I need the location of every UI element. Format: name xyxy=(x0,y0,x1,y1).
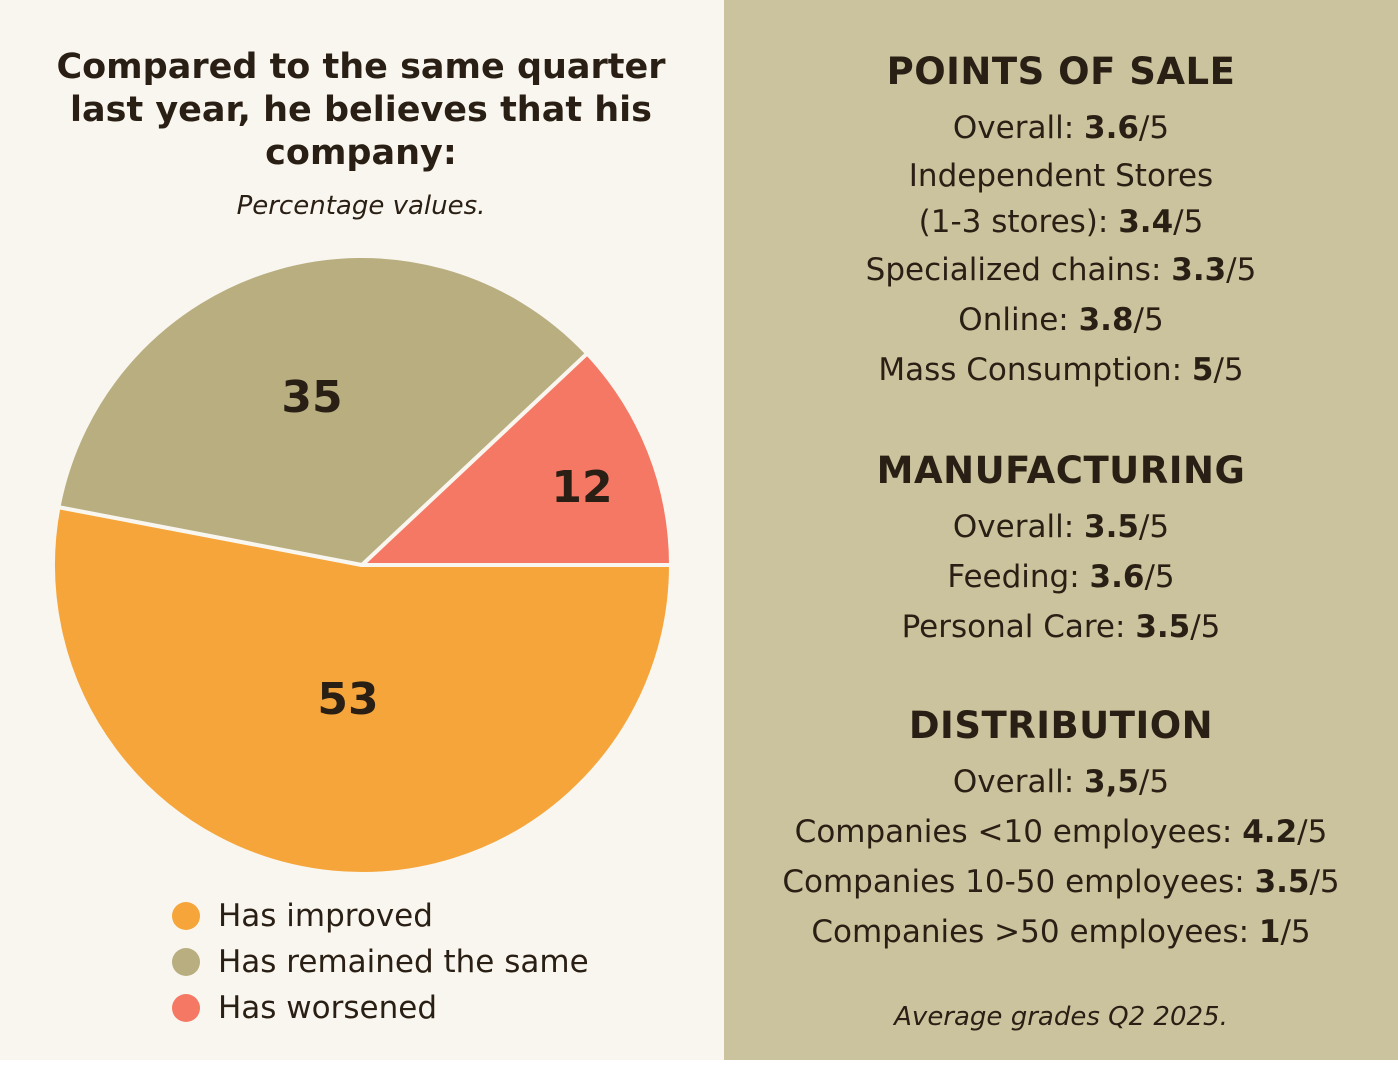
legend-item-improved: Has improved xyxy=(172,893,589,939)
data-label-improved: 53 xyxy=(317,674,378,725)
grade-row: Companies <10 employees: 4.2/5 xyxy=(794,814,1328,850)
data-label-worsened: 12 xyxy=(551,462,612,513)
legend-swatch-worsened xyxy=(172,994,200,1022)
chart-legend: Has improved Has remained the same Has w… xyxy=(172,893,589,1031)
grade-row: Personal Care: 3.5/5 xyxy=(901,609,1221,645)
grade-row: Independent Stores xyxy=(908,158,1214,194)
grade-row: Companies >50 employees: 1/5 xyxy=(811,914,1311,950)
grade-row: Overall: 3.6/5 xyxy=(952,110,1170,146)
footnote: Average grades Q2 2025. xyxy=(894,1002,1228,1032)
legend-item-worsened: Has worsened xyxy=(172,985,589,1031)
legend-label-worsened: Has worsened xyxy=(218,990,437,1026)
grade-row: Mass Consumption: 5/5 xyxy=(878,352,1244,388)
grade-row: Companies 10-50 employees: 3.5/5 xyxy=(782,864,1340,900)
legend-label-improved: Has improved xyxy=(218,898,433,934)
pie-slice-improved xyxy=(51,505,673,876)
section-distribution: DISTRIBUTION Overall: 3,5/5 Companies <1… xyxy=(724,701,1398,957)
section-manufacturing: MANUFACTURING Overall: 3.5/5 Feeding: 3.… xyxy=(724,446,1398,652)
grade-row: Overall: 3.5/5 xyxy=(952,509,1170,545)
grade-row: Specialized chains: 3.3/5 xyxy=(865,252,1257,288)
legend-item-same: Has remained the same xyxy=(172,939,589,985)
chart-subtitle: Percentage values. xyxy=(236,191,486,221)
grade-row: Overall: 3,5/5 xyxy=(952,764,1170,800)
pie-slice-same xyxy=(56,254,590,567)
legend-swatch-improved xyxy=(172,902,200,930)
data-label-same: 35 xyxy=(281,372,342,423)
grade-row: Online: 3.8/5 xyxy=(958,302,1164,338)
section-heading: POINTS OF SALE xyxy=(886,50,1236,93)
pie-chart: 53 35 12 xyxy=(51,254,673,876)
legend-label-same: Has remained the same xyxy=(218,944,589,980)
pie-slice-worsened xyxy=(360,351,673,567)
grade-row: (1-3 stores): 3.4/5 xyxy=(918,204,1204,240)
chart-title: Compared to the same quarter last year, … xyxy=(56,47,666,173)
section-points-of-sale: POINTS OF SALE Overall: 3.6/5 Independen… xyxy=(724,47,1398,395)
grades-panel xyxy=(724,0,1398,1060)
legend-swatch-same xyxy=(172,948,200,976)
section-heading: MANUFACTURING xyxy=(876,449,1246,492)
section-heading: DISTRIBUTION xyxy=(908,704,1214,747)
grade-row: Feeding: 3.6/5 xyxy=(947,559,1175,595)
